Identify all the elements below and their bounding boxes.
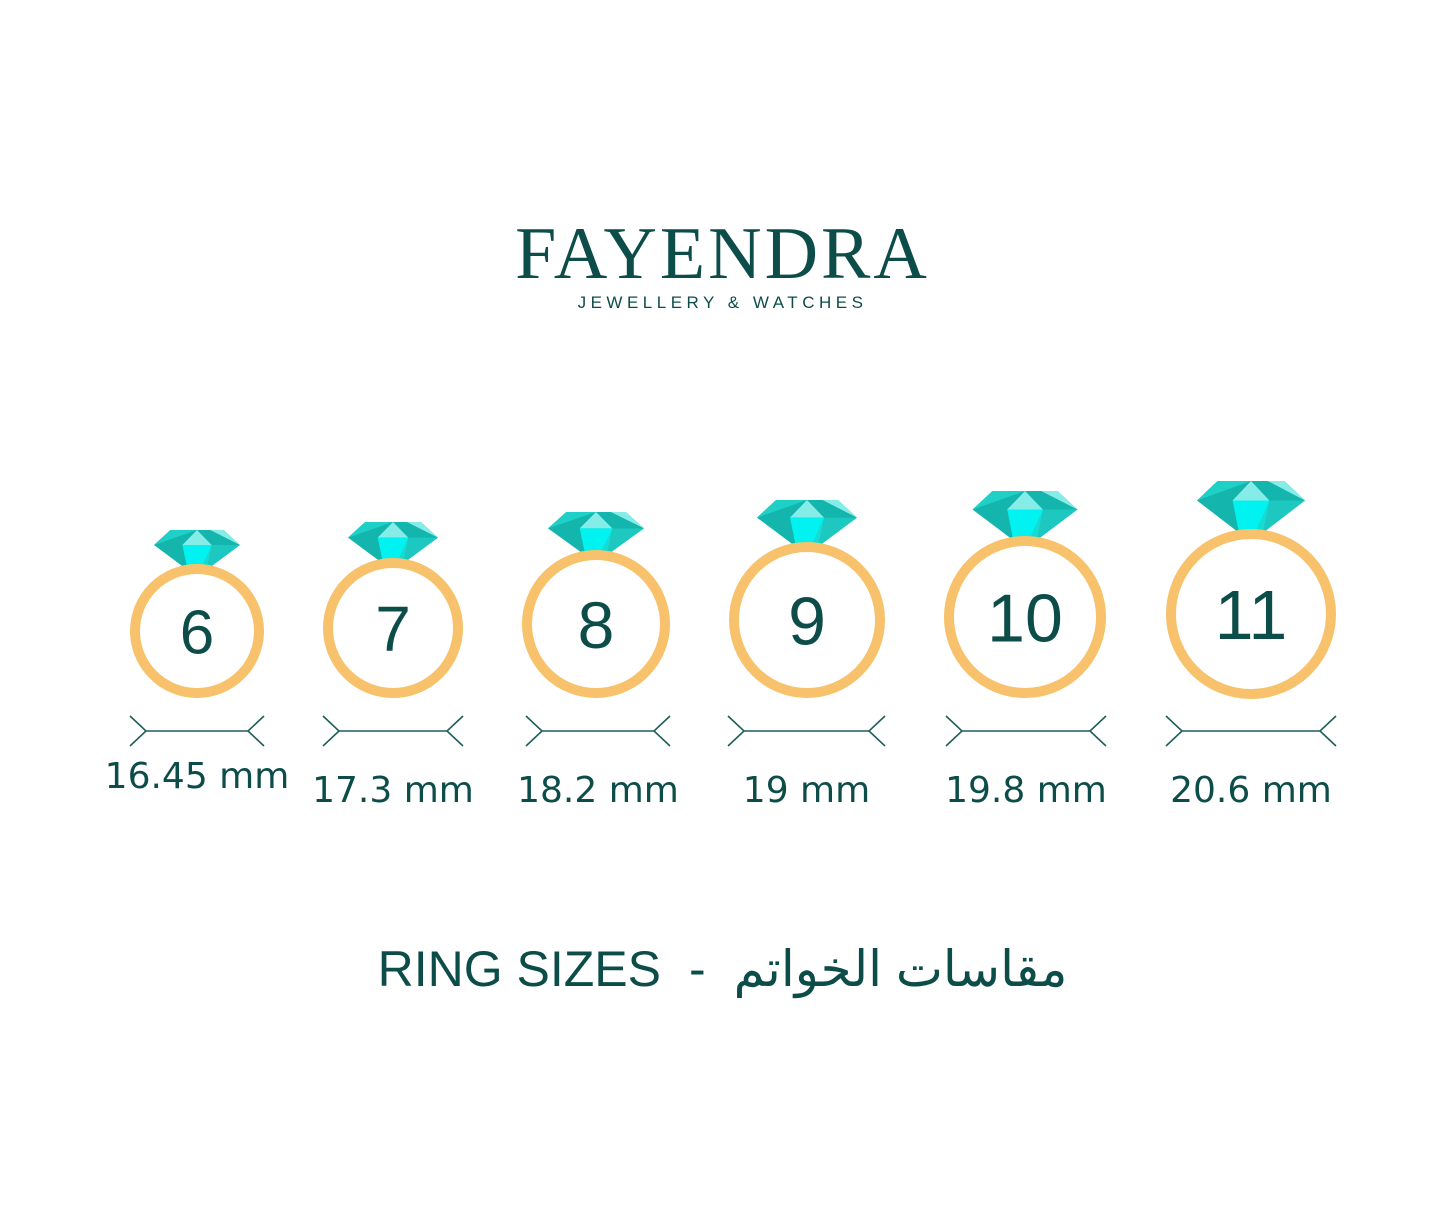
diameter-measure-line — [945, 715, 1107, 747]
diamond-icon — [1197, 481, 1305, 542]
ring-size-10: 10 19.8 mm — [944, 491, 1107, 811]
ring-size-9: 9 19 mm — [727, 500, 886, 811]
brand-tagline: JEWELLERY & WATCHES — [577, 293, 868, 312]
ring-size-7: 7 17.3 mm — [312, 522, 474, 811]
ring-diameter-label: 17.3 mm — [312, 770, 474, 811]
ring-size-number: 10 — [987, 580, 1063, 656]
ring-size-number: 6 — [180, 598, 214, 667]
diamond-icon — [972, 491, 1078, 549]
ring-diameter-label: 20.6 mm — [1170, 770, 1332, 811]
title-arabic: مقاسات الخواتم — [733, 941, 1068, 997]
ring-diameter-label: 19.8 mm — [945, 770, 1107, 811]
ring-size-6: 6 16.45 mm — [105, 530, 290, 797]
ring-diameter-label: 16.45 mm — [105, 756, 290, 797]
diameter-measure-line — [322, 715, 464, 747]
ring-size-number: 7 — [375, 593, 411, 665]
ring-size-number: 8 — [578, 588, 615, 662]
title-separator: - — [689, 941, 706, 997]
ring-size-number: 9 — [788, 583, 826, 659]
ring-band — [729, 542, 885, 698]
ring-size-11: 11 20.6 mm — [1165, 481, 1337, 811]
ring-band — [944, 536, 1106, 698]
diameter-measure-line — [525, 715, 671, 747]
ring-band — [323, 558, 463, 698]
ring-band — [522, 550, 670, 698]
ring-band — [1166, 529, 1336, 699]
page-title: RING SIZES - مقاسات الخواتم — [0, 940, 1445, 998]
title-english: RING SIZES — [377, 941, 661, 997]
ring-diameter-label: 18.2 mm — [517, 770, 679, 811]
ring-size-8: 8 18.2 mm — [517, 512, 679, 811]
diameter-measure-line — [727, 715, 886, 747]
brand-logo: FAYENDRA — [515, 213, 930, 295]
ring-band — [130, 564, 264, 698]
diameter-measure-line — [129, 715, 265, 747]
diameter-measure-line — [1165, 715, 1337, 747]
ring-size-number: 11 — [1215, 576, 1288, 654]
ring-diameter-label: 19 mm — [743, 770, 870, 811]
